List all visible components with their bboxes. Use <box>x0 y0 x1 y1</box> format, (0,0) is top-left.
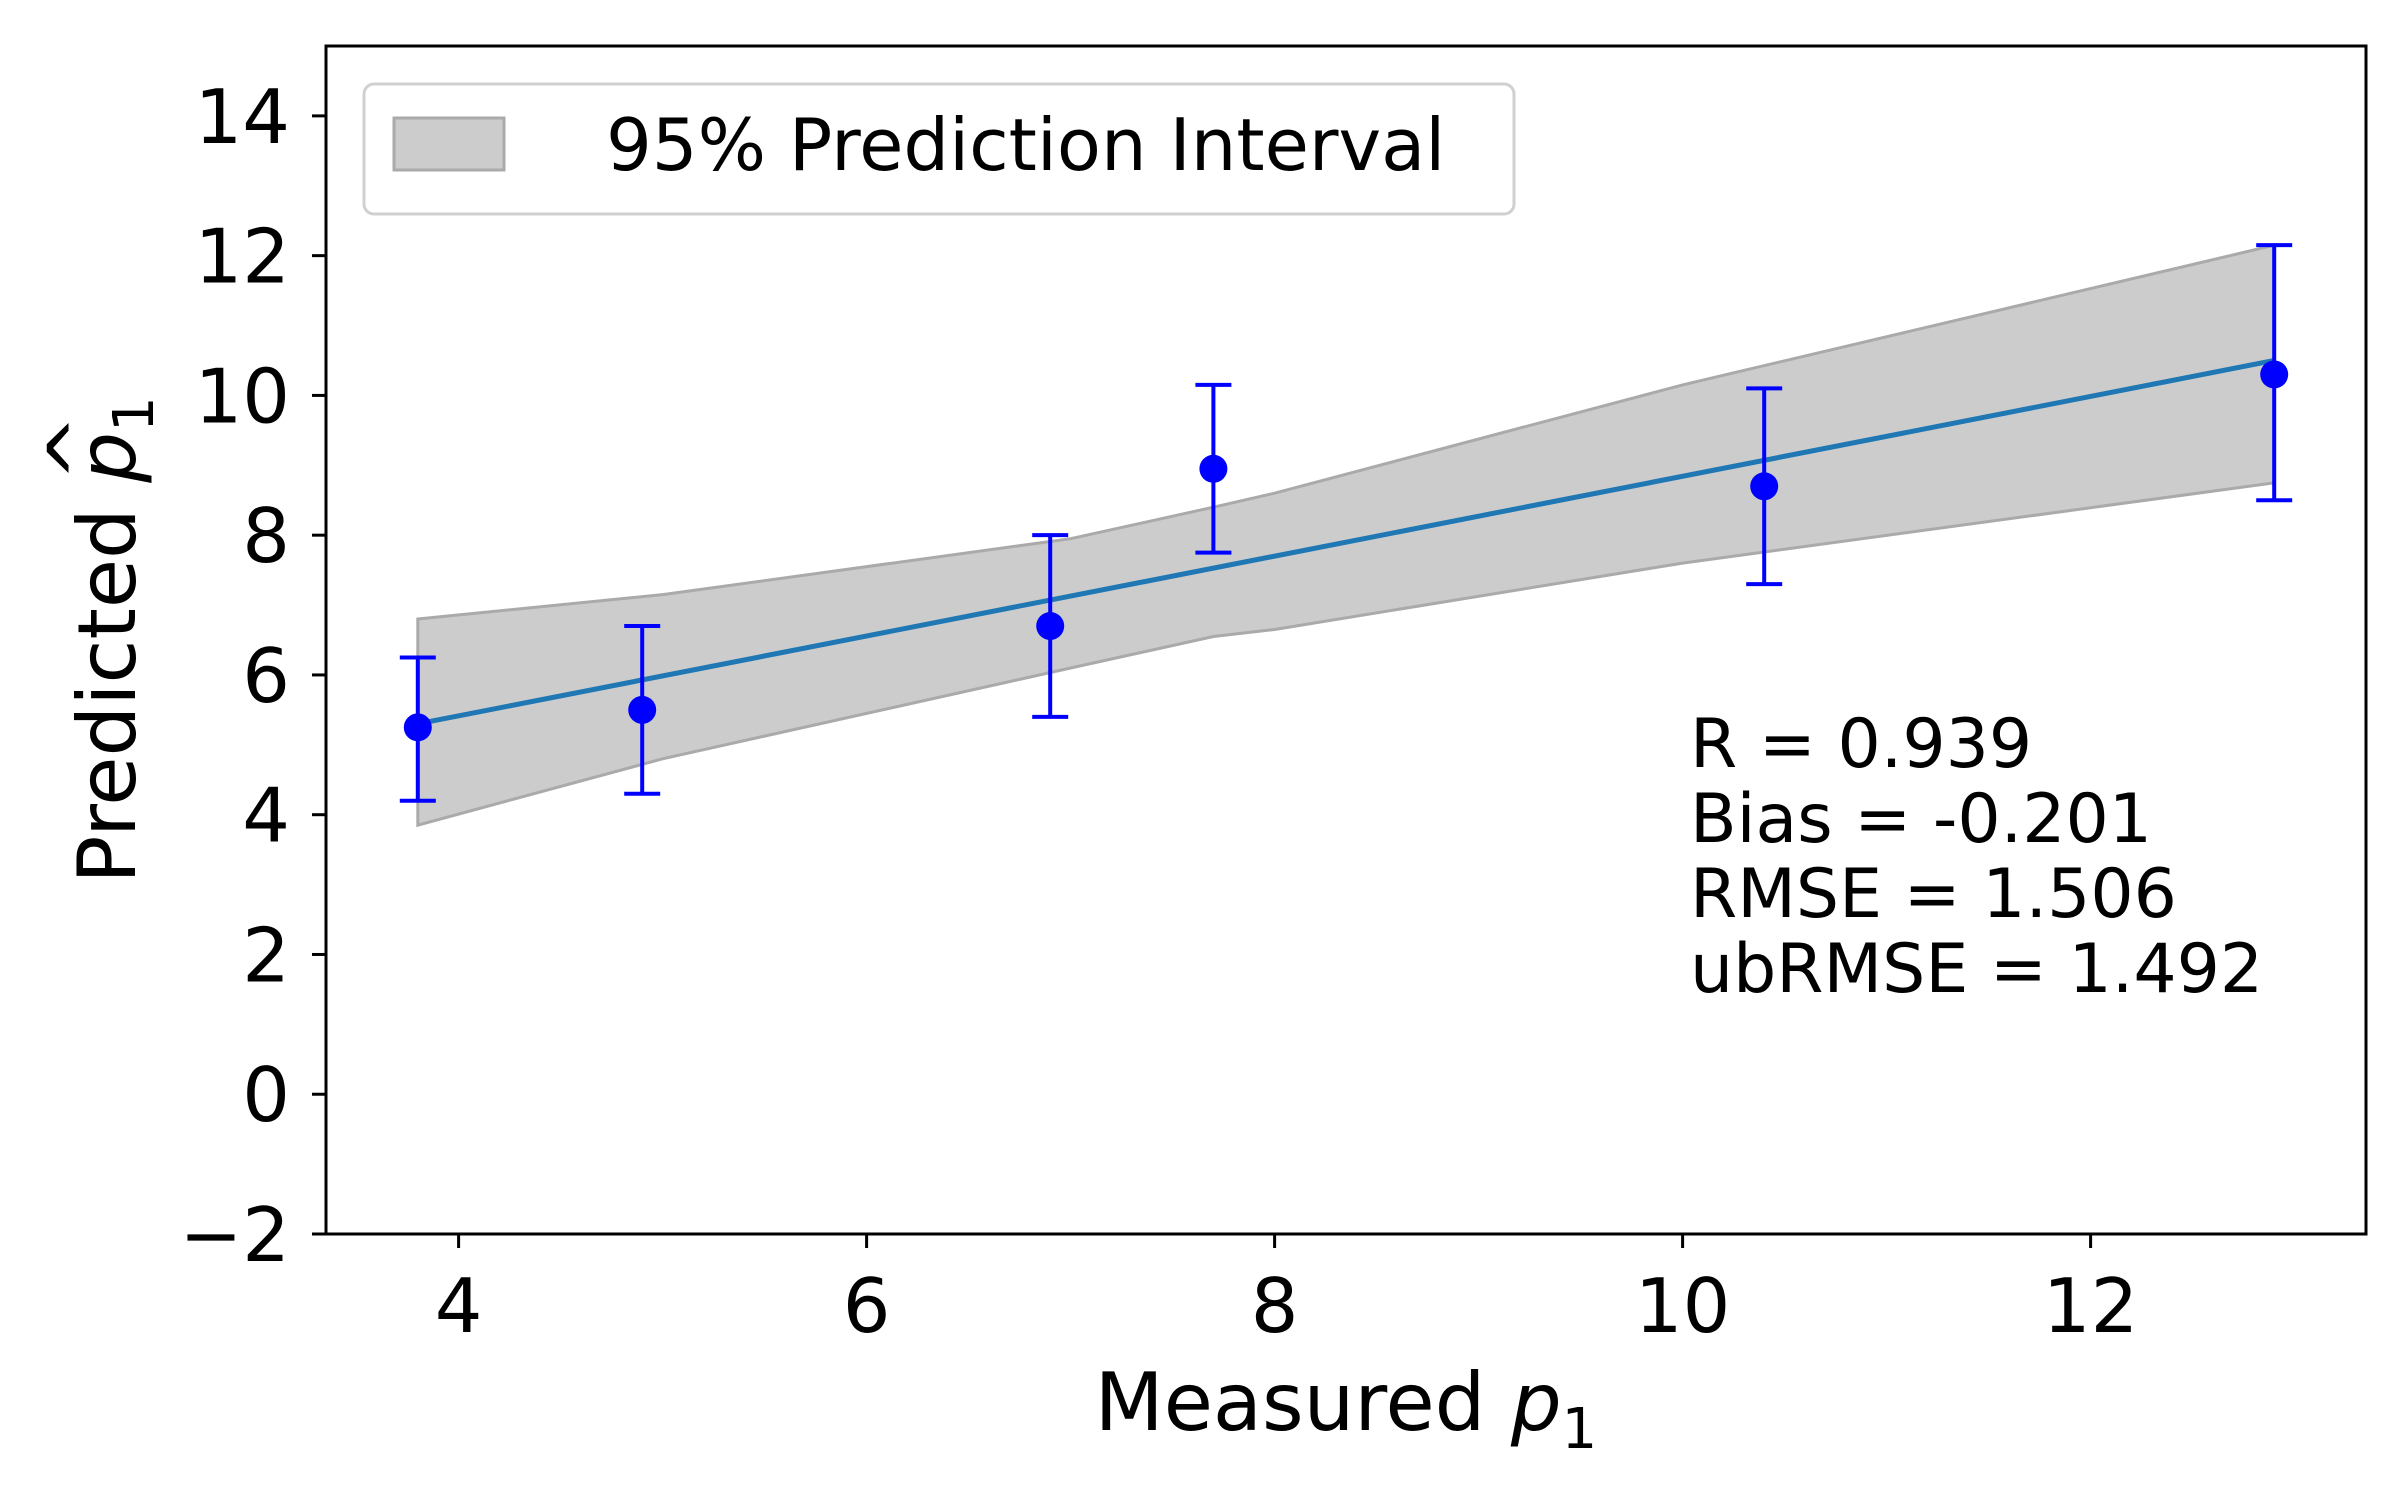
legend-label: 95% Prediction Interval <box>606 103 1445 187</box>
point-marker <box>1036 612 1065 641</box>
point-marker <box>2260 360 2289 389</box>
legend-box <box>362 82 1516 216</box>
y-axis-label-hat: ^ <box>31 414 124 481</box>
y-tick-label: 14 <box>195 73 290 161</box>
y-axis-ticks: −2 0 2 4 6 8 10 12 14 <box>179 73 326 1279</box>
y-tick-label: 0 <box>242 1051 290 1139</box>
data-point-1 <box>399 655 436 803</box>
x-tick-label: 12 <box>2043 1262 2138 1350</box>
legend: 95% Prediction Interval <box>362 82 1516 216</box>
point-marker <box>1750 472 1779 501</box>
x-tick-label: 10 <box>1635 1262 1730 1350</box>
x-tick-label: 6 <box>843 1262 891 1350</box>
y-axis-label-subscript: 1 <box>102 396 167 432</box>
y-tick-label: 10 <box>195 352 290 440</box>
stat-ubrmse: ubRMSE = 1.492 <box>1690 930 2263 1009</box>
point-marker <box>1199 454 1228 483</box>
legend-swatch <box>392 116 506 172</box>
x-axis-label-symbol: p <box>1510 1356 1562 1449</box>
stat-rmse: RMSE = 1.506 <box>1690 855 2177 934</box>
data-points <box>399 243 2293 803</box>
data-point-6 <box>2256 243 2293 503</box>
data-point-5 <box>1746 386 1783 587</box>
x-tick-label: 4 <box>435 1262 483 1350</box>
y-axis-label: Predicted p1 ^ <box>31 396 167 883</box>
stat-bias: Bias = -0.201 <box>1690 780 2152 859</box>
point-marker <box>403 713 432 742</box>
y-tick-label: 12 <box>195 213 290 301</box>
data-point-4 <box>1195 382 1232 555</box>
y-tick-label: 4 <box>242 772 290 860</box>
y-tick-label: 8 <box>242 492 290 580</box>
y-tick-label: 2 <box>242 911 290 999</box>
y-tick-label: −2 <box>179 1191 290 1279</box>
stat-r: R = 0.939 <box>1690 705 2032 784</box>
data-point-2 <box>624 624 661 796</box>
svg-text:Predicted p1: Predicted p1 <box>61 396 167 883</box>
x-tick-label: 8 <box>1251 1262 1299 1350</box>
point-marker <box>628 695 657 724</box>
y-axis-label-prefix: Predicted <box>61 483 154 884</box>
y-axis-label-symbol: p <box>61 432 154 484</box>
x-axis-ticks: 4 6 8 10 12 <box>435 1234 2138 1350</box>
x-axis-label-subscript: 1 <box>1562 1397 1598 1462</box>
stats-annotation: R = 0.939 Bias = -0.201 RMSE = 1.506 ubR… <box>1690 705 2263 1009</box>
x-axis-label: Measured p1 <box>1095 1356 1598 1462</box>
data-point-3 <box>1032 533 1069 719</box>
y-tick-label: 6 <box>242 632 290 720</box>
plot-frame <box>324 44 2368 1236</box>
regression-line <box>417 358 2275 727</box>
x-axis-label-prefix: Measured <box>1095 1356 1511 1449</box>
